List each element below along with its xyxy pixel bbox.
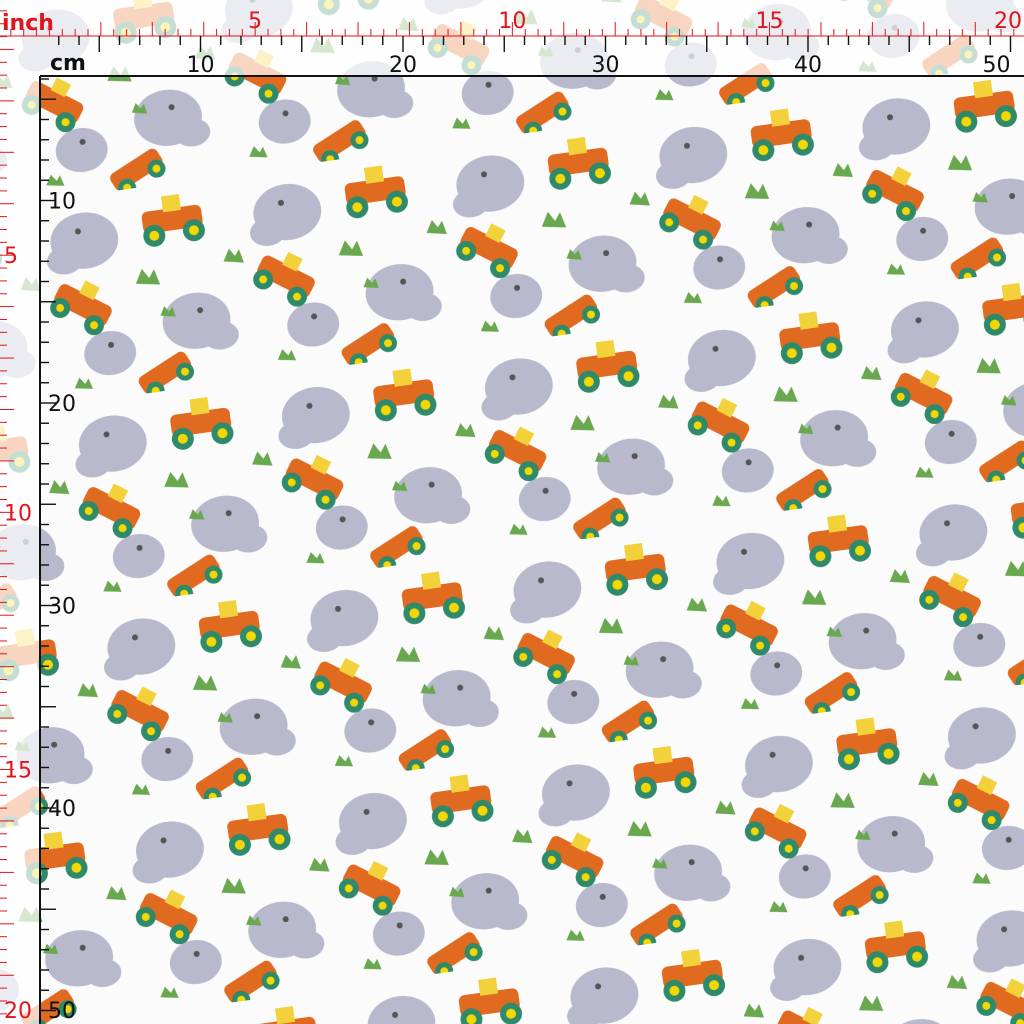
inch-left-label: 15: [4, 759, 32, 784]
cm-left-label: 50: [48, 999, 76, 1024]
inch-top-label: 20: [994, 9, 1022, 34]
inch-top-label: 10: [498, 9, 526, 34]
cm-top-label: 20: [389, 53, 417, 78]
cm-left-label: 10: [48, 190, 76, 215]
inch-left-label: 5: [4, 244, 18, 269]
cm-left-label: 20: [48, 392, 76, 417]
ruler-ticks: [0, 10, 1024, 1024]
cm-top-label: 40: [794, 53, 822, 78]
inch-unit-label: inch: [2, 11, 54, 36]
inch-left-label: 20: [4, 999, 32, 1024]
cm-top-label: 30: [592, 53, 620, 78]
cm-left-label: 40: [48, 797, 76, 822]
cm-left-label: 30: [48, 595, 76, 620]
inch-left-label: 10: [4, 501, 32, 526]
top-ruler-band: [0, 0, 1024, 76]
cm-top-label: 10: [187, 53, 215, 78]
inch-top-label: 15: [756, 9, 784, 34]
cm-top-label: 50: [983, 53, 1011, 78]
inch-top-label: 5: [248, 9, 262, 34]
cm-unit-label: cm: [50, 51, 86, 76]
left-ruler-band: [0, 76, 40, 1024]
